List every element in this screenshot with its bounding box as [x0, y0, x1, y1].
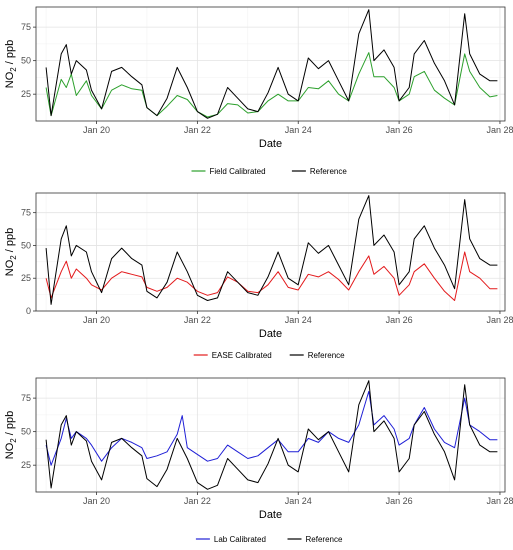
legend-label: EASE Calibrated: [212, 351, 272, 360]
y-axis-title-tail: / ppb: [4, 411, 16, 439]
y-axis-title-tail: / ppb: [4, 228, 16, 256]
y-axis-title: NO2 / ppb: [4, 228, 18, 276]
x-tick-label: Jan 28: [486, 496, 513, 506]
series-line-lab-calibrated: [45, 390, 498, 466]
y-axis-title-main: NO: [4, 442, 16, 459]
y-axis-title-sub: 2: [9, 67, 18, 72]
series-line-ease-calibrated: [45, 251, 498, 301]
x-tick-label: Jan 20: [83, 496, 110, 506]
y-tick-label: 75: [21, 22, 31, 32]
x-tick-label: Jan 24: [285, 315, 312, 325]
y-axis-title-tail: / ppb: [4, 40, 16, 68]
panel-1: Jan 20 Jan 22 Jan 24 Jan 26 Jan 28 25 50 75 Date…: [4, 6, 513, 176]
x-tick-label: Jan 22: [184, 315, 211, 325]
y-axis-title: NO2 / ppb: [4, 411, 18, 459]
x-axis-title: Date: [259, 328, 282, 340]
x-tick-label: Jan 22: [184, 125, 211, 135]
legend-label: Reference: [308, 351, 345, 360]
plot-area: [36, 378, 505, 492]
series-line-reference: [45, 9, 498, 119]
panel-border: [35, 6, 506, 122]
x-tick-label: Jan 20: [83, 315, 110, 325]
x-axis-title: Date: [259, 138, 282, 150]
panel-border: [35, 377, 506, 493]
y-axis-title-main: NO: [4, 71, 16, 88]
x-tick-label: Jan 22: [184, 496, 211, 506]
y-axis-title-main: NO: [4, 259, 16, 276]
y-axis-title: NO2 / ppb: [4, 40, 18, 88]
y-axis-title-sub: 2: [9, 255, 18, 260]
x-tick-label: Jan 20: [83, 125, 110, 135]
series-line-reference: [45, 195, 498, 305]
y-tick-label: 50: [21, 427, 31, 437]
x-tick-label: Jan 26: [386, 125, 413, 135]
plot-area: [36, 7, 505, 121]
y-tick-label: 25: [21, 89, 31, 99]
x-tick-label: Jan 24: [285, 125, 312, 135]
panel-3: Jan 20 Jan 22 Jan 24 Jan 26 Jan 28 25 50 75 Date…: [4, 377, 513, 544]
y-tick-label: 25: [21, 460, 31, 470]
legend-label: Field Calibrated: [210, 167, 266, 176]
series-line-reference: [45, 380, 498, 490]
x-tick-label: Jan 24: [285, 496, 312, 506]
panel-border: [35, 192, 506, 312]
x-tick-label: Jan 26: [386, 496, 413, 506]
x-axis-title: Date: [259, 509, 282, 521]
legend-label: Lab Calibrated: [214, 535, 266, 544]
legend-label: Reference: [306, 535, 343, 544]
legend: EASE Calibrated Reference: [193, 351, 345, 360]
x-tick-label: Jan 28: [486, 315, 513, 325]
y-axis-title-sub: 2: [9, 438, 18, 443]
panel-2: Jan 20 Jan 22 Jan 24 Jan 26 Jan 28 0 25 50 75 Dat…: [4, 192, 513, 360]
y-tick-label: 50: [21, 56, 31, 66]
legend-label: Reference: [310, 167, 347, 176]
y-tick-label: 0: [26, 306, 31, 316]
series-line-field-calibrated: [45, 52, 498, 118]
legend: Lab Calibrated Reference: [195, 535, 343, 544]
y-tick-label: 50: [21, 240, 31, 250]
y-tick-label: 75: [21, 208, 31, 218]
legend: Field Calibrated Reference: [191, 167, 347, 176]
y-tick-label: 25: [21, 273, 31, 283]
y-tick-label: 75: [21, 393, 31, 403]
x-tick-label: Jan 28: [486, 125, 513, 135]
x-tick-label: Jan 26: [386, 315, 413, 325]
plot-area: [36, 193, 505, 311]
